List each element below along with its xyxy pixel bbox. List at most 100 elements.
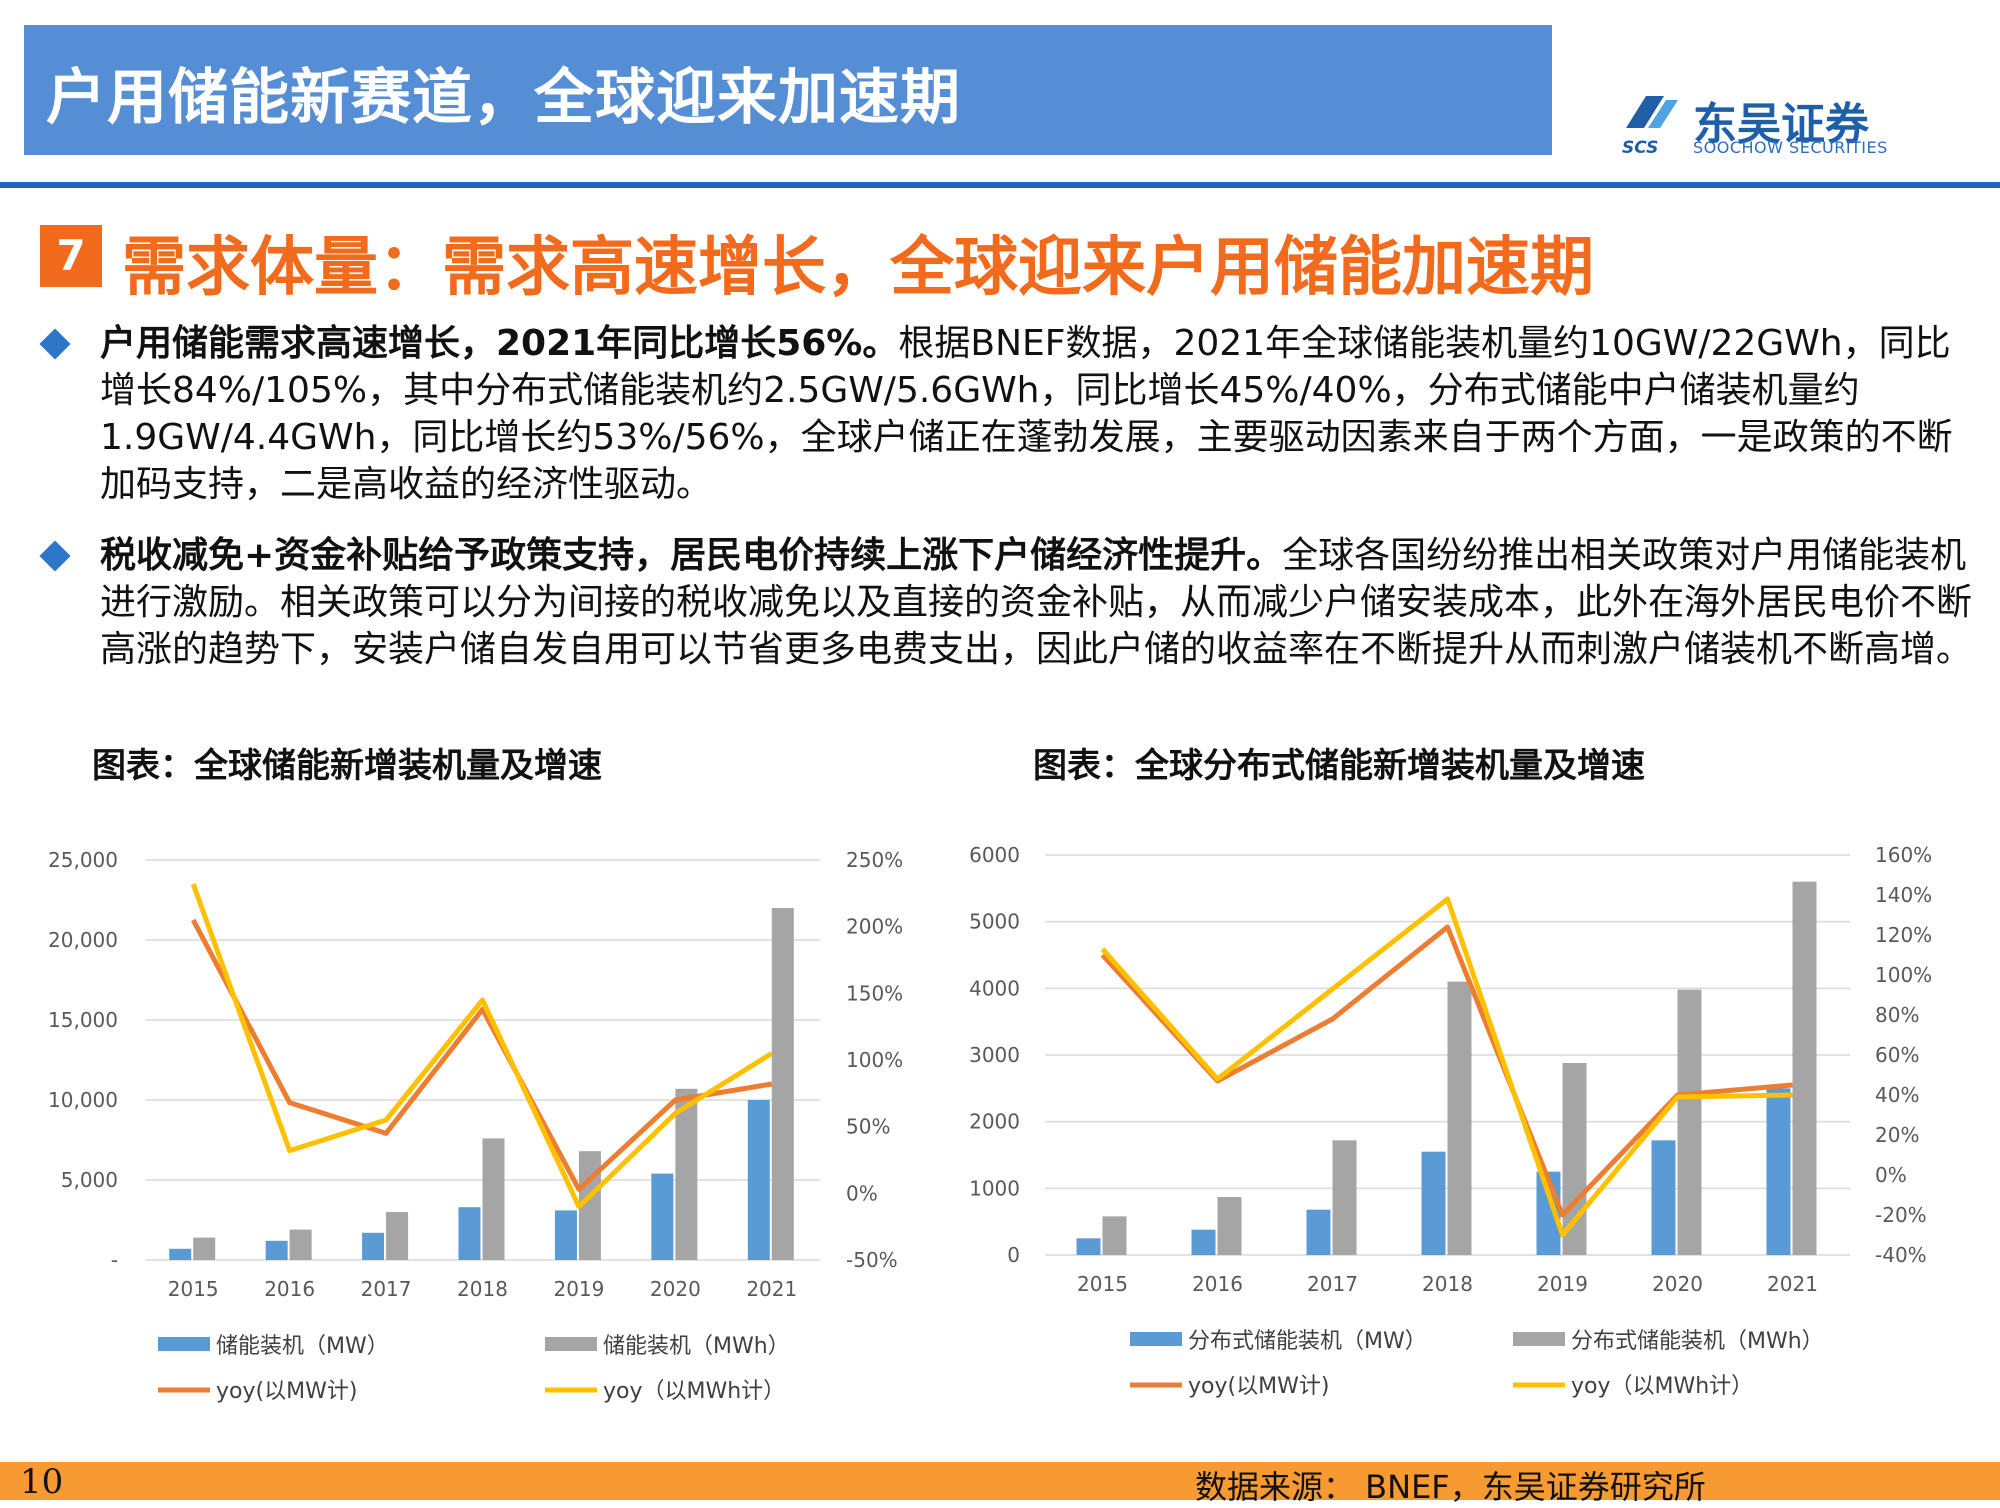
c2-bar-mwh (1217, 1197, 1242, 1255)
c1-y-left-tick: 25,000 (48, 848, 118, 872)
title-bar: 户用储能新赛道，全球迎来加速期 (24, 25, 1552, 155)
c1-y-right-tick: -50% (846, 1248, 898, 1272)
c1-line-yoy-mw (191, 918, 773, 1192)
c1-x-tick: 2015 (168, 1277, 219, 1301)
c1-legend-label: 储能装机（MWh） (603, 1334, 790, 1359)
c2-y-left-tick: 0 (1007, 1243, 1020, 1267)
paragraph-2: 税收减免+资金补贴给予政策支持，居民电价持续上涨下户储经济性提升。全球各国纷纷推… (100, 532, 1980, 673)
c1-bar-mwh (193, 1237, 216, 1260)
page-number: 10 (20, 1462, 64, 1502)
c2-legend-label: 分布式储能装机（MW） (1188, 1329, 1427, 1354)
c1-y-right-tick: 100% (846, 1048, 903, 1072)
c2-legend-label: 分布式储能装机（MWh） (1571, 1329, 1824, 1354)
c2-bar-mwh (1562, 1063, 1587, 1255)
scs-logo-icon (1626, 96, 1678, 128)
c1-line-yoy-mwh (190, 883, 774, 1210)
c1-y-right-tick: 200% (846, 915, 903, 939)
c2-y-right-tick: 20% (1875, 1123, 1919, 1147)
c2-bar-mwh (1102, 1216, 1127, 1255)
c2-bar-mw (1421, 1151, 1446, 1255)
section-title: 需求体量：需求高速增长，全球迎来户用储能加速期 (122, 231, 1594, 305)
c1-bar-mw (747, 1100, 770, 1260)
c2-x-tick: 2017 (1307, 1272, 1358, 1296)
paragraph-2-lead: 税收减免+资金补贴给予政策支持，居民电价持续上涨下户储经济性提升。 (100, 535, 1283, 576)
c2-x-tick: 2020 (1652, 1272, 1703, 1296)
c1-bar-mw (651, 1173, 674, 1260)
c2-y-left-tick: 4000 (969, 976, 1020, 1000)
c2-x-tick: 2016 (1192, 1272, 1243, 1296)
c2-y-right-tick: 0% (1875, 1163, 1907, 1187)
company-logo: SCS 东吴证券 SOOCHOW SECURITIES (1618, 88, 1908, 160)
c2-y-right-tick: 140% (1875, 883, 1932, 907)
chart-distributed-storage: 0 1000 2000 3000 4000 5000 6000 -40% -20% 0% 20% 40… (969, 843, 1932, 1399)
c2-y-left-tick: 2000 (969, 1110, 1020, 1134)
logo-cn: 东吴证券 (1693, 99, 1869, 150)
c2-y-right-tick: 80% (1875, 1003, 1919, 1027)
c1-y-left-tick: 15,000 (48, 1008, 118, 1032)
c2-x-tick: 2019 (1537, 1272, 1588, 1296)
c2-y-right-tick: 60% (1875, 1043, 1919, 1067)
paragraph-1-body: 根据BNEF数据，2021年全球储能装机量约10GW/22GWh，同比增长84%… (100, 323, 1953, 505)
c2-bar-mw (1191, 1229, 1216, 1255)
header-divider (0, 182, 2000, 188)
c2-y-left-tick: 3000 (969, 1043, 1020, 1067)
c1-x-tick: 2016 (264, 1277, 315, 1301)
c2-bar-mwh (1332, 1140, 1357, 1255)
c1-bar-mw (554, 1210, 577, 1260)
c2-bar-mwh (1677, 989, 1702, 1255)
c1-y-right-tick: 0% (846, 1181, 878, 1205)
c2-y-right-tick: 160% (1875, 843, 1932, 867)
c1-x-tick: 2021 (746, 1277, 797, 1301)
c1-x-tick: 2017 (361, 1277, 412, 1301)
c1-y-right-tick: 150% (846, 981, 903, 1005)
c1-y-left-tick: 5,000 (61, 1168, 118, 1192)
c2-legend-swatch (1513, 1332, 1565, 1346)
c1-bar-mwh (675, 1088, 698, 1260)
c2-legend-swatch (1130, 1332, 1182, 1346)
paragraph-1-lead: 户用储能需求高速增长，2021年同比增长56%。 (100, 323, 899, 364)
c2-y-left-tick: 5000 (969, 910, 1020, 934)
c1-legend-swatch (158, 1337, 210, 1351)
c2-bar-mw (1076, 1238, 1101, 1255)
c2-legend-label: yoy（以MWh计） (1571, 1374, 1753, 1399)
c2-y-right-tick: 40% (1875, 1083, 1919, 1107)
c2-line-yoy-mwh (1100, 896, 1793, 1238)
c2-x-tick: 2015 (1077, 1272, 1128, 1296)
c2-y-left-tick: 1000 (969, 1176, 1020, 1200)
c1-bar-mw (265, 1240, 288, 1260)
paragraph-1: 户用储能需求高速增长，2021年同比增长56%。根据BNEF数据，2021年全球… (100, 320, 1980, 508)
c1-y-right-tick: 250% (846, 848, 903, 872)
page-title: 户用储能新赛道，全球迎来加速期 (46, 63, 961, 133)
c1-legend-swatch (545, 1337, 597, 1351)
c1-legend-label: yoy(以MW计) (216, 1379, 357, 1404)
c1-bar-mw (169, 1248, 192, 1260)
c2-x-tick: 2018 (1422, 1272, 1473, 1296)
c1-x-tick: 2019 (553, 1277, 604, 1301)
bullet-1-icon (39, 328, 71, 360)
c2-y-right-tick: 120% (1875, 923, 1932, 947)
c2-bar-mwh (1792, 881, 1817, 1255)
c1-legend-label: yoy（以MWh计） (603, 1379, 785, 1404)
logo-en: SOOCHOW SECURITIES (1693, 138, 1888, 157)
c2-x-tick: 2021 (1767, 1272, 1818, 1296)
c1-bar-mwh (578, 1151, 601, 1260)
c1-x-tick: 2020 (650, 1277, 701, 1301)
chart-1-title: 图表：全球储能新增装机量及增速 (92, 746, 602, 786)
c1-y-left-tick: 20,000 (48, 928, 118, 952)
c1-bar-mw (362, 1232, 385, 1260)
c1-x-tick: 2018 (457, 1277, 508, 1301)
c2-y-right-tick: -20% (1875, 1203, 1927, 1227)
c2-y-right-tick: 100% (1875, 963, 1932, 987)
logo-abbr: SCS (1622, 138, 1659, 158)
chart-2-title: 图表：全球分布式储能新增装机量及增速 (1033, 746, 1645, 786)
c2-bar-mw (1766, 1088, 1791, 1255)
c1-bar-mwh (482, 1138, 505, 1260)
c1-bar-mwh (289, 1229, 312, 1260)
data-source: 数据来源： BNEF，东吴证券研究所 (1195, 1468, 1706, 1506)
c2-y-left-tick: 6000 (969, 843, 1020, 867)
c2-bar-mwh (1447, 981, 1472, 1255)
c1-legend-label: 储能装机（MW） (216, 1334, 389, 1359)
bullet-2-icon (39, 540, 71, 572)
c1-bar-mwh (386, 1212, 409, 1260)
section-number: 7 (40, 225, 102, 287)
